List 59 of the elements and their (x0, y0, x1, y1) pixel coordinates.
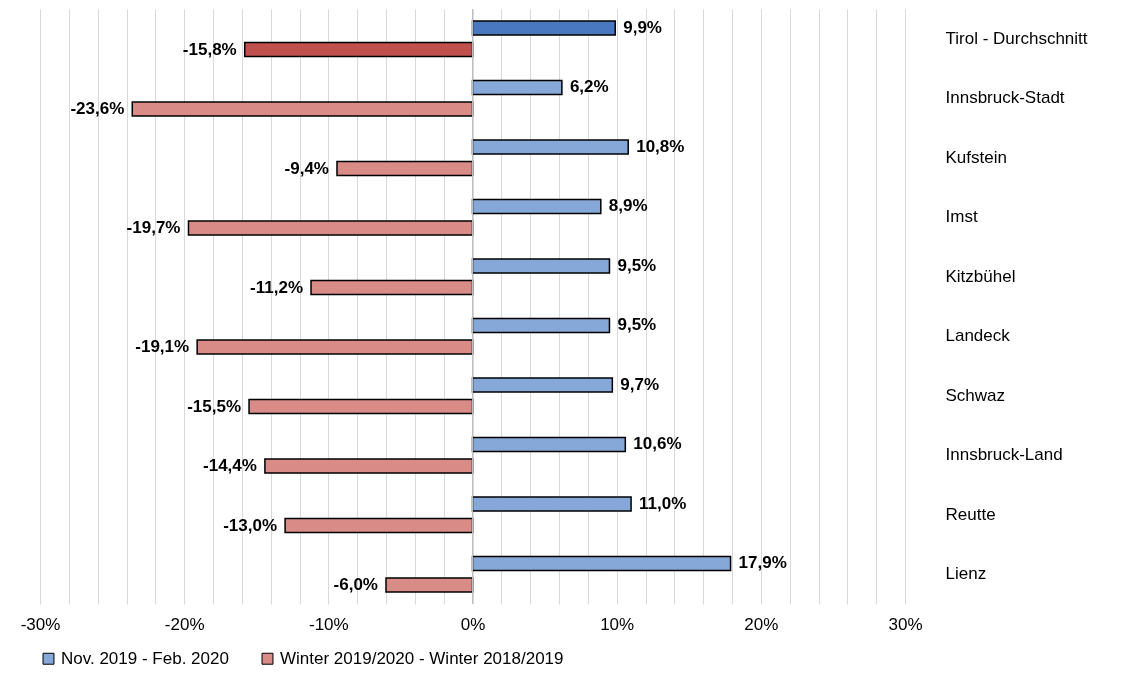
data-label: 9,7% (620, 374, 660, 394)
y-tick-label: Lienz (945, 564, 987, 584)
y-tick-label: Innsbruck-Stadt (945, 88, 1065, 108)
data-label: -15,8% (182, 39, 237, 59)
bar (471, 258, 611, 274)
bar (471, 79, 563, 96)
data-label: 9,5% (617, 315, 657, 335)
y-tick-label: Innsbruck-Land (945, 445, 1063, 465)
y-tick-label: Imst (945, 207, 978, 227)
data-label: 6,2% (569, 77, 609, 97)
data-label: -14,4% (203, 456, 257, 476)
y-tick-label: Tirol - Durchschnitt (945, 28, 1088, 48)
bar (471, 555, 732, 572)
x-tick-label: 10% (600, 614, 635, 634)
data-label: 8,9% (608, 196, 648, 216)
data-label: -19,7% (126, 218, 181, 238)
y-tick-label: Kufstein (945, 147, 1007, 167)
bar (336, 160, 474, 177)
bar (385, 577, 474, 593)
bar (471, 317, 611, 334)
legend-label: Winter 2019/2020 - Winter 2018/2019 (280, 648, 564, 668)
y-tick-label: Landeck (945, 326, 1011, 346)
bar (284, 517, 474, 534)
x-tick-label: 20% (744, 614, 779, 634)
bar (471, 377, 614, 393)
x-tick-label: -20% (164, 614, 205, 634)
bar (264, 458, 474, 474)
x-tick-label: -10% (308, 614, 349, 634)
bar (471, 20, 616, 36)
data-label: -19,1% (135, 337, 190, 357)
bar (196, 339, 474, 355)
y-tick-label: Reutte (945, 504, 996, 524)
data-label: -15,5% (187, 396, 242, 416)
data-label: -6,0% (333, 575, 378, 595)
data-label: 10,8% (636, 136, 685, 156)
bar (131, 101, 474, 117)
data-label: 11,0% (639, 493, 687, 513)
bar (471, 139, 629, 155)
bar (187, 220, 474, 236)
data-label: 9,9% (623, 17, 662, 37)
bar (471, 198, 602, 215)
data-label: -9,4% (284, 158, 329, 178)
bar (248, 398, 474, 415)
bar (471, 436, 627, 453)
y-tick-label: Schwaz (945, 385, 1006, 405)
x-tick-label: -30% (20, 614, 61, 634)
legend-label: Nov. 2019 - Feb. 2020 (61, 648, 229, 668)
bar (310, 279, 474, 296)
data-label: -13,0% (223, 515, 278, 535)
x-tick-label: 30% (888, 614, 923, 634)
data-label: 9,5% (617, 255, 657, 275)
bar (471, 496, 632, 512)
data-label: 10,6% (633, 434, 682, 454)
y-tick-label: Kitzbühel (945, 266, 1016, 286)
data-label: 17,9% (738, 553, 787, 573)
data-label: -11,2% (250, 277, 304, 297)
bar (243, 41, 474, 58)
x-tick-label: 0% (460, 614, 486, 634)
data-label: -23,6% (70, 99, 125, 119)
